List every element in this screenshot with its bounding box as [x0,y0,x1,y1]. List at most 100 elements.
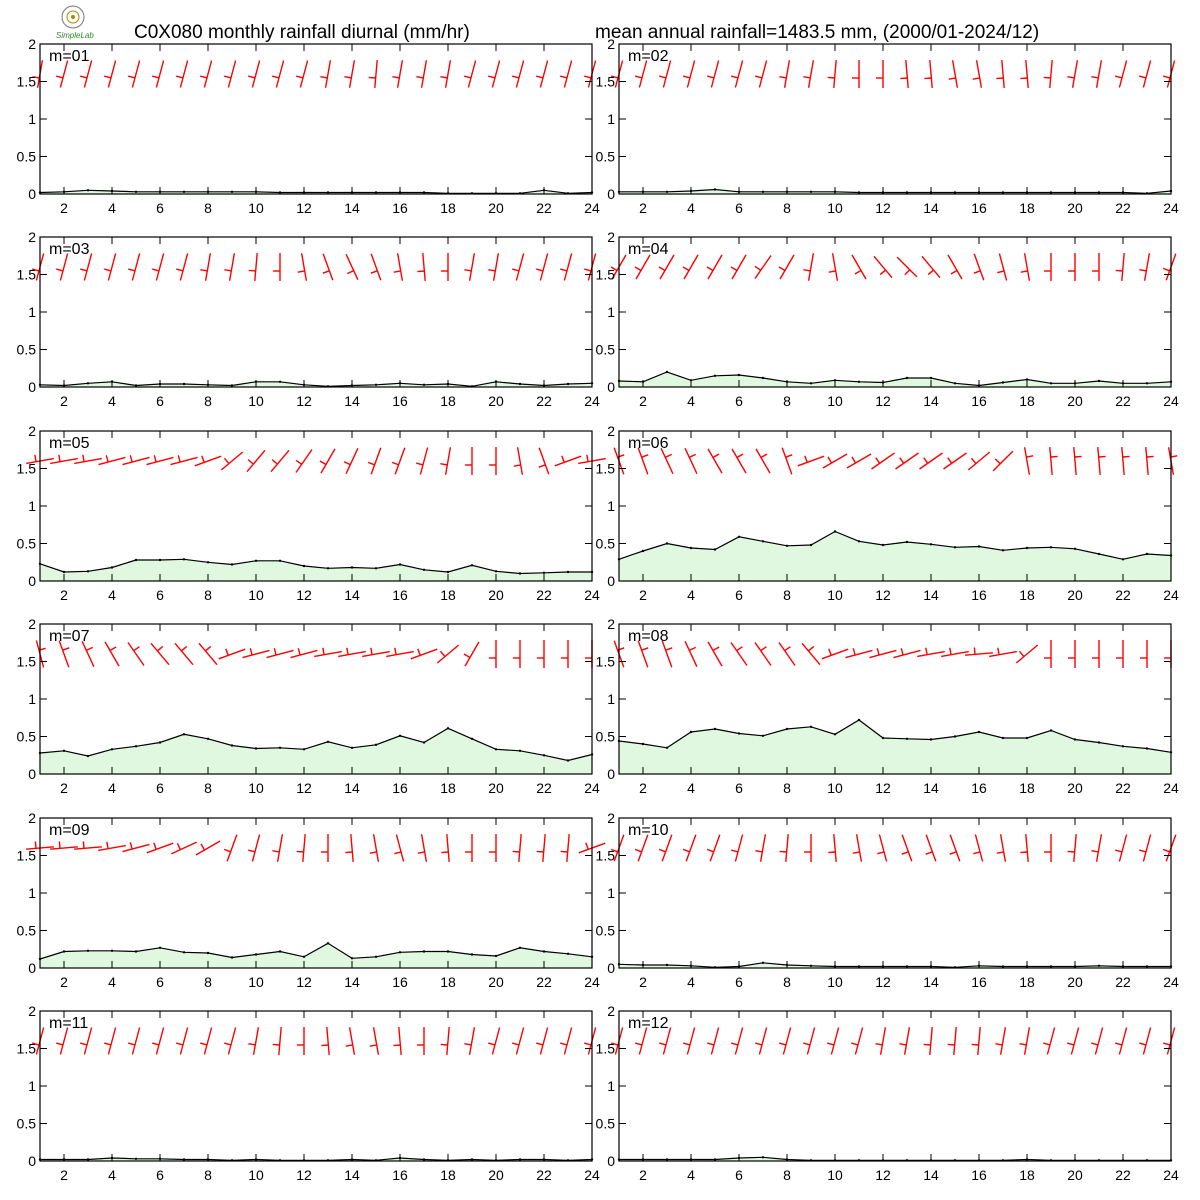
wind-barb [1091,60,1103,88]
rain-point [1145,552,1149,556]
wind-barb [463,641,480,667]
rain-point [665,190,669,193]
wind-barb [895,452,919,470]
wind-barb [797,455,825,467]
x-tick-label: 14 [923,200,939,216]
wind-barb [176,1027,189,1055]
rain-point [134,190,138,193]
rain-point [761,734,765,737]
x-tick-label: 8 [204,200,212,216]
wind-barb [150,642,170,666]
wind-barb [104,253,117,281]
wind-barb [828,253,839,281]
rain-point [1025,736,1029,740]
rain-point [230,190,234,193]
panel-month-label: m=12 [628,1015,669,1032]
x-tick-label: 18 [1019,393,1035,409]
rain-point [86,382,90,385]
wind-barb [152,1027,165,1055]
x-tick-label: 16 [392,1167,408,1183]
y-tick-label: 2 [28,423,36,439]
x-tick-label: 2 [639,200,647,216]
rain-point [422,191,426,194]
wind-barb [943,452,967,470]
rain-point [446,727,450,730]
x-tick-label: 2 [639,393,647,409]
wind-barb [634,834,649,862]
wind-barb [851,1027,864,1055]
x-tick-label: 6 [156,1167,164,1183]
wind-barb [127,642,145,666]
rain-point [1001,965,1005,968]
x-tick-label: 22 [1115,974,1131,990]
wind-barb [362,647,390,658]
y-tick-label: 0.5 [17,149,37,165]
x-tick-label: 20 [1067,393,1083,409]
wind-barb [122,455,150,466]
x-tick-label: 20 [488,974,504,990]
rain-point [761,190,765,193]
wind-barb [1067,1027,1080,1055]
rain-point [494,748,498,751]
rain-point [110,748,114,751]
x-tick-label: 4 [687,393,695,409]
y-tick-label: 2 [607,36,615,52]
rain-point [254,953,258,956]
rain-point [857,965,861,968]
rain-point [374,743,378,746]
rain-line [39,558,592,575]
wind-barb [1139,253,1151,281]
rain-point [278,950,282,953]
wind-barb [80,253,93,281]
y-tick-label: 1 [28,691,36,707]
x-tick-label: 4 [108,1167,116,1183]
rain-point [566,382,570,386]
x-tick-label: 2 [60,200,68,216]
x-tick-label: 20 [1067,587,1083,603]
x-tick-label: 22 [536,1167,552,1183]
x-tick-label: 18 [1019,1167,1035,1183]
wind-barb [1091,1027,1104,1055]
x-tick-label: 10 [248,780,264,796]
rain-line [618,719,1172,753]
wind-barb [81,641,95,667]
rain-point [1001,381,1005,384]
wind-barb [828,834,837,862]
wind-barb [152,60,165,88]
wind-barb [730,254,747,280]
y-tick-label: 1.5 [596,74,616,90]
rain-point [542,950,546,953]
wind-barb [417,1027,425,1055]
wind-barb [56,253,69,281]
wind-barb [924,60,933,88]
wind-barb [1020,60,1029,88]
wind-barb [392,60,404,88]
x-tick-label: 6 [735,200,743,216]
panel-month-label: m=09 [49,822,90,839]
y-tick-label: 1 [607,498,615,514]
wind-barb [489,447,497,475]
rain-point [809,190,813,193]
rain-point [158,558,162,562]
x-tick-label: 10 [248,974,264,990]
rain-point [518,382,522,386]
rain-line [618,962,1171,968]
rain-point [230,384,234,387]
rain-point [62,749,66,752]
rain-area [40,728,592,774]
rain-point [350,746,354,749]
wind-barb [272,834,284,862]
wind-barb [755,1027,768,1055]
wind-barb [512,60,525,88]
rain-point [953,546,957,549]
y-tick-label: 0 [28,379,36,395]
panel-month-label: m=10 [628,822,669,839]
wind-barb [369,834,380,862]
wind-barb [319,448,336,474]
rain-point [518,946,522,949]
wind-barb [923,1027,933,1055]
rain-point [374,383,378,386]
x-tick-label: 6 [156,780,164,796]
wind-barb [338,647,366,658]
